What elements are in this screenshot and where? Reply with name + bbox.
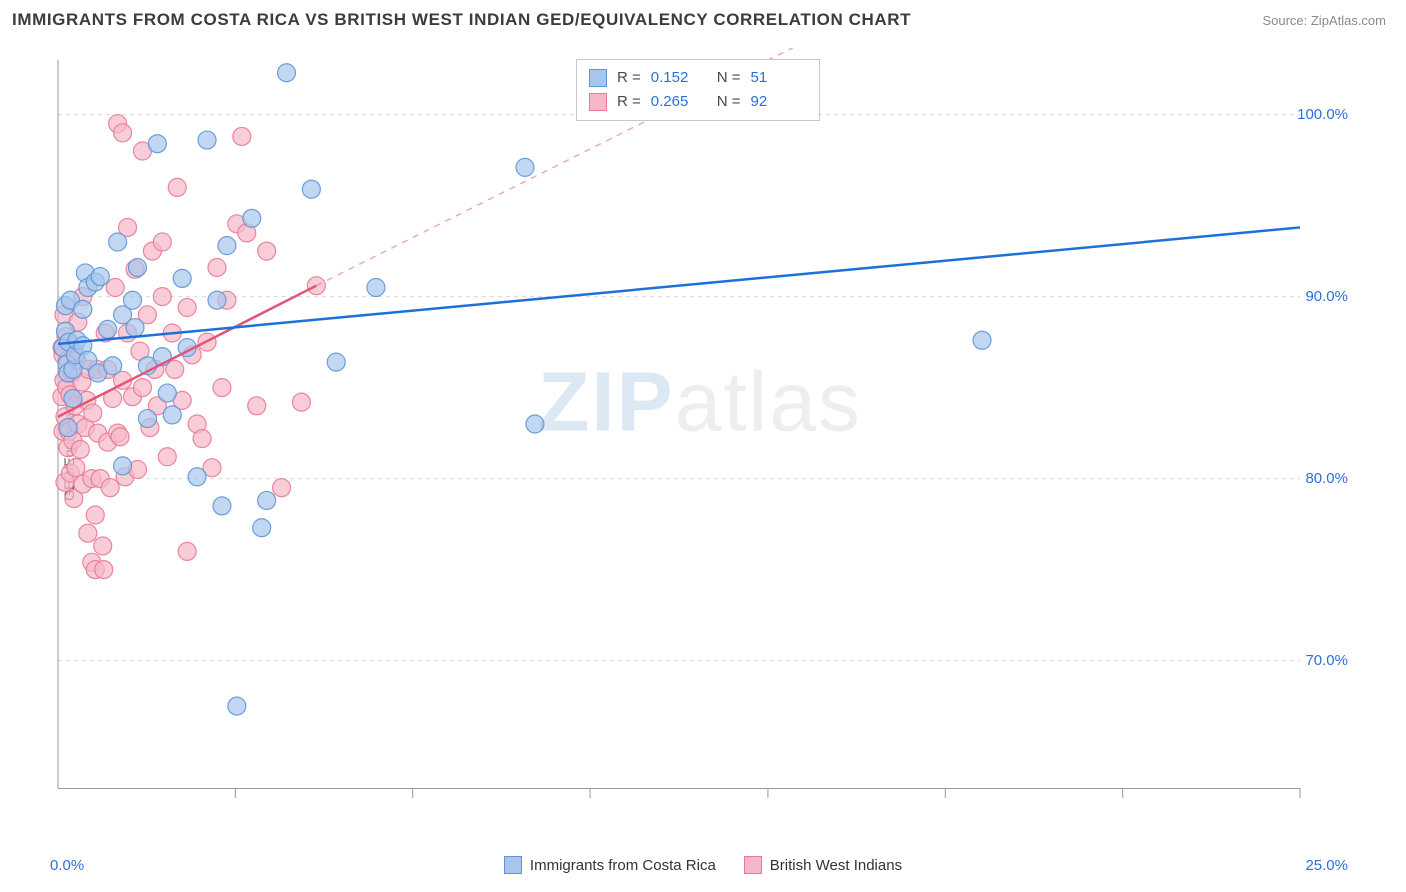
stats-legend: R = 0.152 N = 51 R = 0.265 N = 92	[576, 59, 820, 121]
r-label-1: R =	[617, 66, 641, 90]
y-tick-label: 90.0%	[1305, 288, 1348, 305]
y-tick-label: 80.0%	[1305, 470, 1348, 487]
series2-name: British West Indians	[770, 857, 902, 874]
source-attribution: Source: ZipAtlas.com	[1262, 13, 1386, 28]
chart-title: IMMIGRANTS FROM COSTA RICA VS BRITISH WE…	[12, 10, 911, 30]
y-tick-label: 70.0%	[1305, 652, 1348, 669]
legend-swatch-series2	[589, 93, 607, 111]
r-value-1: 0.152	[651, 66, 697, 90]
series1-name: Immigrants from Costa Rica	[530, 857, 716, 874]
legend-swatch-series1	[589, 69, 607, 87]
n-label-1: N =	[717, 66, 741, 90]
source-prefix: Source:	[1262, 13, 1310, 28]
bottom-swatch-series1	[504, 856, 522, 874]
bottom-legend: Immigrants from Costa Rica British West …	[0, 856, 1406, 874]
r-label-2: R =	[617, 90, 641, 114]
scatter-chart	[50, 48, 1350, 818]
n-value-1: 51	[751, 66, 797, 90]
r-value-2: 0.265	[651, 90, 697, 114]
n-label-2: N =	[717, 90, 741, 114]
bottom-swatch-series2	[744, 856, 762, 874]
source-link[interactable]: ZipAtlas.com	[1311, 13, 1386, 28]
plot-area: ZIPatlas	[50, 48, 1350, 818]
y-tick-label: 100.0%	[1297, 106, 1348, 123]
n-value-2: 92	[751, 90, 797, 114]
